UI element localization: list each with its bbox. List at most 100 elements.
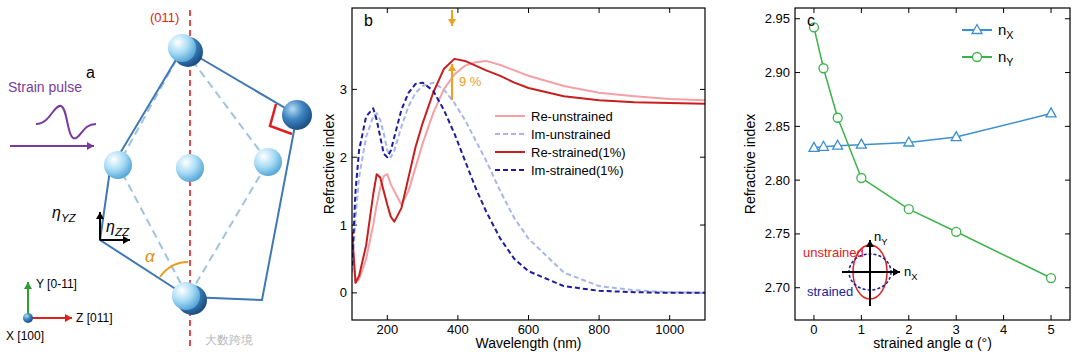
subscript: X (1006, 29, 1013, 41)
strain-pulse (36, 106, 96, 138)
y-tick (795, 180, 800, 181)
eta-label: ηZZ (106, 218, 130, 238)
symbol: η (52, 204, 61, 221)
data-point (833, 113, 842, 122)
y-tick (1065, 287, 1070, 288)
x-tick-label: 400 (447, 322, 469, 337)
arrow-shaft (10, 145, 94, 147)
plot-area (809, 23, 1056, 283)
data-point (819, 64, 828, 73)
x-tick (861, 8, 862, 13)
legend-label: Im-unstrained (531, 127, 610, 142)
subscript: Y (1006, 56, 1013, 68)
axis-label: X [100] (6, 329, 44, 343)
legend-swatch (495, 115, 525, 117)
data-point (818, 141, 828, 150)
symbol: n (998, 48, 1006, 65)
axis-y (24, 282, 32, 318)
symbol: n (904, 264, 911, 279)
axis-z (28, 314, 72, 322)
atom (104, 151, 132, 179)
series-line (352, 83, 705, 293)
series-line (814, 113, 1051, 147)
figure: 20040060080010000123Wavelength (nm)Refra… (0, 0, 1080, 352)
diagram: (011)αaStrain pulseηYZηZZY [0-11]X [100]… (6, 10, 312, 347)
atom (282, 100, 312, 130)
x-tick (599, 8, 600, 13)
legend-swatch (495, 151, 525, 153)
x-tick (1003, 315, 1004, 320)
data-point (951, 132, 961, 141)
data-point (904, 137, 914, 146)
x-tick (908, 315, 909, 320)
x-tick (908, 8, 909, 13)
y-tick (795, 18, 800, 19)
inset-label: nX (904, 264, 918, 282)
chart-b: 20040060080010000123Wavelength (nm)Refra… (321, 8, 705, 351)
annotation-text: 9 % (459, 74, 482, 89)
series-line (352, 61, 705, 283)
pulse-arrow (10, 142, 94, 150)
data-point (833, 140, 843, 149)
arrow-head (96, 212, 104, 219)
x-tick (1003, 8, 1004, 13)
legend-label: Im-strained(1%) (531, 163, 623, 178)
data-point (904, 205, 913, 214)
legend-marker (973, 53, 982, 62)
legend: Re-unstrainedIm-unstrainedRe-strained(1%… (495, 109, 626, 178)
y-tick (1065, 72, 1070, 73)
axis-label: Y [0-11] (36, 277, 77, 291)
series-line (814, 27, 1051, 278)
y-tick (700, 157, 705, 158)
legend-label: nY (998, 48, 1014, 68)
frame (352, 8, 705, 320)
symbol: n (874, 229, 881, 244)
y-tick (352, 89, 357, 90)
y-tick (700, 225, 705, 226)
axis-x (23, 313, 33, 323)
x-axis-label: strained angle α (°) (873, 335, 992, 351)
arrow-head (24, 282, 32, 289)
cell-solid (100, 48, 297, 300)
angle-label: α (145, 247, 156, 266)
data-point (1047, 274, 1056, 283)
legend-swatch (495, 169, 525, 171)
y-tick (795, 233, 800, 234)
x-tick-label: 1 (858, 322, 865, 337)
x-tick-label: 200 (376, 322, 398, 337)
x-tick-label: 1000 (655, 322, 684, 337)
y-tick-label: 2.85 (765, 119, 790, 134)
eta-label: ηYZ (52, 204, 77, 224)
subscript: Y (881, 237, 888, 247)
annotation-arrow (448, 10, 456, 26)
atom (176, 154, 204, 182)
x-tick-label: 800 (588, 322, 610, 337)
data-point (952, 227, 961, 236)
x-tick (813, 315, 814, 320)
y-tick-label: 1 (340, 218, 347, 233)
x-tick (387, 315, 388, 320)
arrow-head (87, 142, 94, 150)
strain-pulse-label: Strain pulse (8, 79, 82, 95)
symbol: η (106, 218, 115, 235)
x-tick (1051, 8, 1052, 13)
angle-arc (160, 262, 188, 277)
y-tick-label: 2.90 (765, 65, 790, 80)
arrow-head (866, 240, 874, 247)
y-tick-label: 2.95 (765, 11, 790, 26)
legend: nXnY (962, 21, 1014, 68)
x-tick-label: 4 (1000, 322, 1007, 337)
y-axis-label: Refractive index (742, 114, 758, 214)
subscript: X (911, 272, 918, 282)
data-point (809, 142, 819, 151)
watermark: 大数跨境 (205, 333, 253, 347)
x-tick-label: 0 (810, 322, 817, 337)
panel-label: a (86, 64, 95, 81)
y-tick (352, 292, 357, 293)
x-tick (528, 315, 529, 320)
x-tick (956, 315, 957, 320)
y-axis-label: Refractive index (321, 114, 337, 214)
data-point (857, 173, 866, 182)
y-tick (700, 89, 705, 90)
eta-arrow (96, 212, 104, 240)
